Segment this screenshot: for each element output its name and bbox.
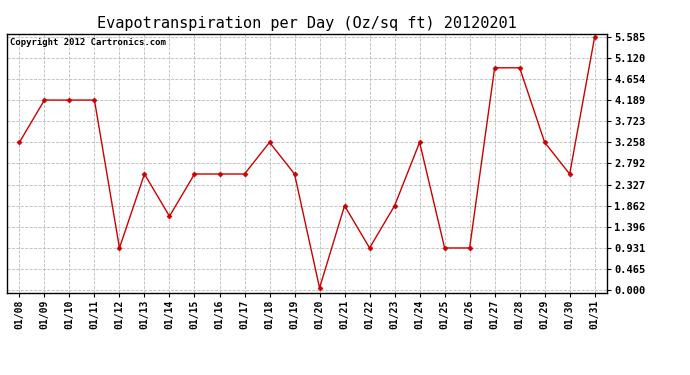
Title: Evapotranspiration per Day (Oz/sq ft) 20120201: Evapotranspiration per Day (Oz/sq ft) 20… (97, 16, 517, 31)
Text: Copyright 2012 Cartronics.com: Copyright 2012 Cartronics.com (10, 38, 166, 46)
